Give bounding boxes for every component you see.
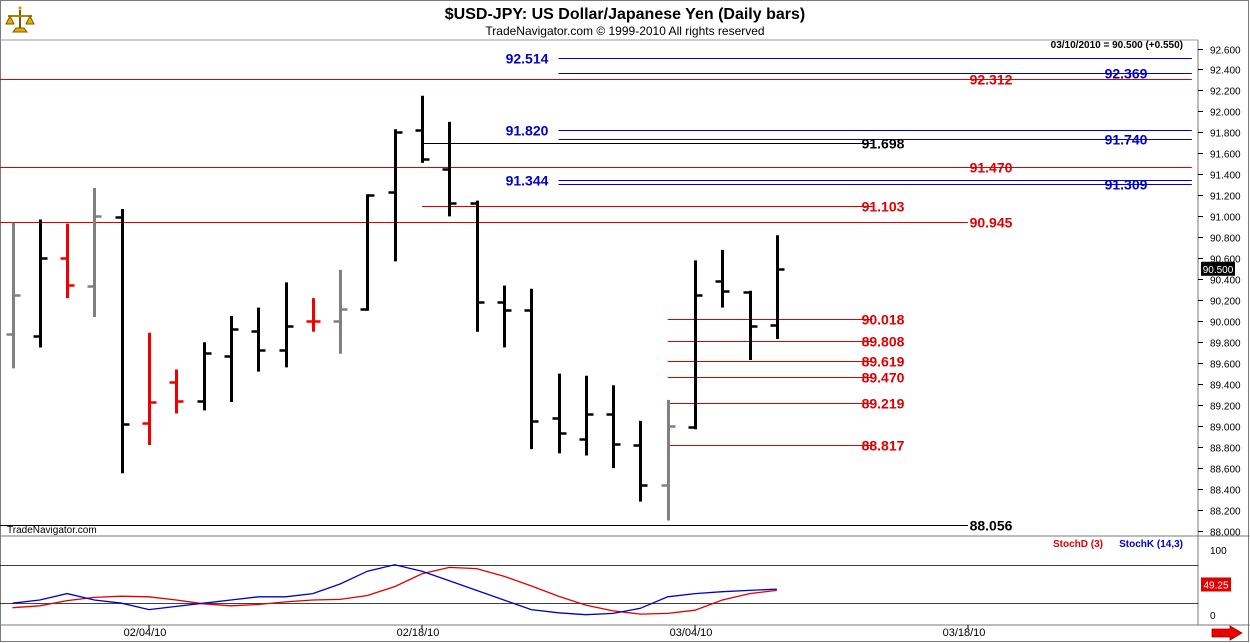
watermark: TradeNavigator.com	[7, 525, 97, 536]
ohlc-bar	[33, 219, 48, 348]
support-resistance-levels: 92.514 92.369 92.312 91.820 91.740 91.698 91.4…	[0, 51, 1192, 534]
scroll-right-arrow-icon[interactable]	[1211, 625, 1243, 641]
ohlc-bar	[743, 290, 758, 361]
level-label: 91.344	[506, 173, 549, 189]
level-label: 92.312	[970, 72, 1013, 88]
ohlc-bar	[579, 375, 594, 456]
y-tick-label: 91.800	[1210, 129, 1241, 140]
stoch-line	[12, 564, 777, 616]
level-label: 89.219	[862, 396, 905, 412]
level-label: 88.056	[970, 518, 1013, 534]
stoch-d-legend: StochD (3)	[1053, 539, 1103, 550]
stoch-line	[12, 566, 777, 615]
stoch-y-tick-label: 100	[1210, 546, 1227, 557]
ohlc-bar	[524, 288, 539, 450]
x-tick-label: 02/04/10	[124, 627, 167, 639]
ohlc-bar	[306, 298, 321, 332]
ohlc-bar	[169, 369, 184, 414]
level-label: 91.820	[506, 123, 549, 139]
ohlc-bar	[606, 385, 621, 469]
level-label: 90.945	[970, 215, 1013, 231]
level-label: 89.470	[862, 370, 905, 386]
stoch-last-value-box	[1201, 577, 1231, 592]
y-tick-label: 91.600	[1210, 150, 1241, 161]
y-tick-label: 91.000	[1210, 213, 1241, 224]
trade-navigator-logo-icon[interactable]	[1, 1, 39, 39]
ohlc-bar	[87, 188, 102, 318]
level-label: 91.103	[862, 199, 905, 215]
ohlc-bar	[497, 285, 512, 348]
ohlc-bar	[333, 269, 348, 354]
level-label: 90.018	[862, 312, 905, 328]
level-label: 91.740	[1105, 132, 1148, 148]
y-tick-label: 90.800	[1210, 234, 1241, 245]
y-tick-label: 92.200	[1210, 87, 1241, 98]
ohlc-bar	[661, 399, 676, 521]
y-tick-label: 88.000	[1210, 528, 1241, 539]
price-readout: 03/10/2010 = 90.500 (+0.550)	[1051, 40, 1183, 51]
ohlc-bar	[6, 222, 21, 369]
level-label: 91.309	[1105, 177, 1148, 193]
ohlc-bar	[688, 260, 703, 430]
y-tick-label: 91.400	[1210, 171, 1241, 182]
level-label: 89.808	[862, 334, 905, 350]
stoch-y-tick-label: 0	[1210, 611, 1216, 622]
ohlc-bar	[360, 194, 375, 311]
ohlc-bar	[115, 208, 130, 474]
y-tick-label: 89.400	[1210, 381, 1241, 392]
ohlc-bar	[224, 315, 239, 402]
level-label: 88.817	[862, 438, 905, 454]
ohlc-bar	[388, 129, 403, 262]
y-tick-label: 92.000	[1210, 108, 1241, 119]
y-tick-label: 88.400	[1210, 486, 1241, 497]
ohlc-bars	[6, 95, 785, 521]
ohlc-bar	[279, 282, 294, 368]
y-tick-label: 88.600	[1210, 465, 1241, 476]
date-axis: 02/04/10 02/18/10 03/04/10 03/18/10	[124, 625, 986, 639]
level-label: 92.369	[1105, 66, 1148, 82]
last-price-box	[1201, 261, 1235, 276]
x-tick-label: 03/18/10	[943, 627, 986, 639]
ohlc-bar	[470, 200, 485, 332]
ohlc-bar	[197, 342, 212, 411]
y-tick-label: 92.400	[1210, 66, 1241, 77]
ohlc-bar	[251, 307, 266, 372]
chart-copyright: TradeNavigator.com © 1999-2010 All right…	[485, 24, 764, 38]
y-tick-label: 90.600	[1210, 255, 1241, 266]
y-tick-label: 90.200	[1210, 297, 1241, 308]
ohlc-bar	[60, 223, 75, 299]
ohlc-bar	[552, 373, 567, 454]
stoch-k-legend: StochK (14,3)	[1119, 539, 1183, 550]
y-tick-label: 88.200	[1210, 507, 1241, 518]
y-tick-label: 89.800	[1210, 339, 1241, 350]
x-tick-label: 03/04/10	[670, 627, 713, 639]
last-price-label: 90.500	[1203, 265, 1234, 276]
ohlc-bar	[633, 420, 648, 502]
price-axis: 92.600 92.400 92.200 92.000 91.800 91.600 91.4…	[1198, 46, 1241, 539]
ohlc-bar	[715, 249, 730, 308]
level-label: 91.470	[970, 160, 1013, 176]
stoch-last-value-label: 49.25	[1203, 580, 1228, 591]
y-tick-label: 89.600	[1210, 360, 1241, 371]
y-tick-label: 89.200	[1210, 402, 1241, 413]
y-tick-label: 88.800	[1210, 444, 1241, 455]
ohlc-bar	[442, 121, 457, 217]
stochastic-pane: 100 0 49.25	[0, 546, 1231, 622]
y-tick-label: 90.000	[1210, 318, 1241, 329]
level-label: 92.514	[506, 51, 549, 67]
y-tick-label: 90.400	[1210, 276, 1241, 287]
y-tick-label: 91.200	[1210, 192, 1241, 203]
y-tick-label: 92.600	[1210, 46, 1241, 57]
ohlc-bar	[415, 95, 430, 163]
x-tick-label: 02/18/10	[397, 627, 440, 639]
level-label: 89.619	[862, 354, 905, 370]
y-tick-label: 89.000	[1210, 423, 1241, 434]
ohlc-bar	[142, 332, 157, 445]
ohlc-bar	[770, 235, 785, 340]
chart-title: $USD-JPY: US Dollar/Japanese Yen (Daily …	[445, 6, 805, 23]
level-label: 91.698	[862, 136, 905, 152]
